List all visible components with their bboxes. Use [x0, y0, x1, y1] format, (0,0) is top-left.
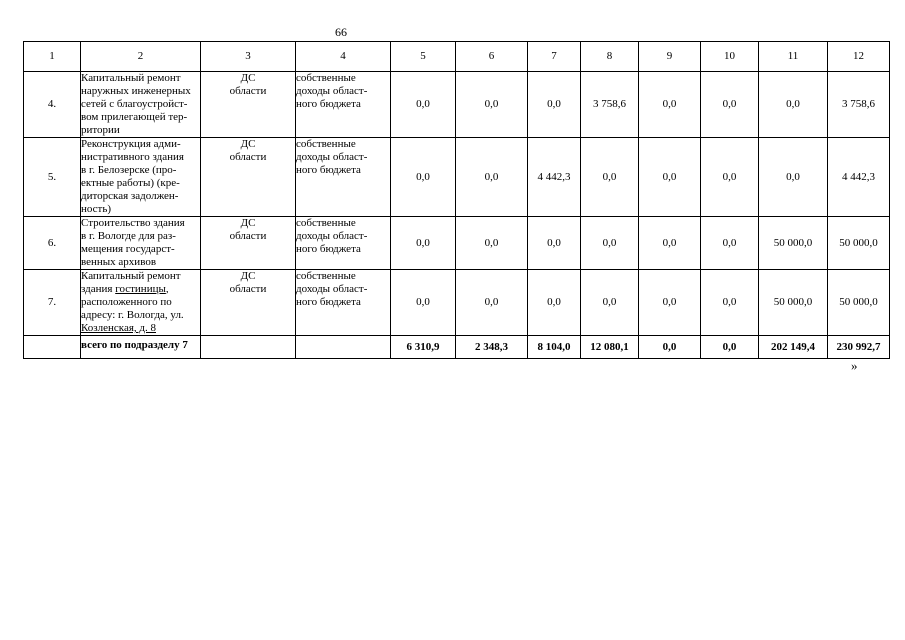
row-number-cell: 6.: [23, 216, 81, 270]
object-name-cell: Строительство здания в г. Вологде для ра…: [80, 216, 201, 270]
subtotal-value-cell: 8 104,0: [527, 335, 581, 359]
value-cell: 0,0: [758, 71, 828, 138]
value-cell: 0,0: [527, 269, 581, 336]
subtotal-value-cell: 0,0: [638, 335, 701, 359]
funding-source-cell: [295, 335, 391, 359]
col-header-cell: 10: [700, 41, 759, 72]
value-cell: 0,0: [758, 137, 828, 217]
col-header-cell: 5: [390, 41, 456, 72]
table-row-4: 4. Капитальный ремонт наружных инженерны…: [23, 71, 890, 138]
subtotal-value-cell: 2 348,3: [455, 335, 528, 359]
col-header-cell: 1: [23, 41, 81, 72]
object-name-cell: Капитальный ремонт здания гостиницы, рас…: [80, 269, 201, 336]
value-cell: 0,0: [455, 269, 528, 336]
subtotal-value-cell: 202 149,4: [758, 335, 828, 359]
value-cell: 0,0: [527, 216, 581, 270]
col-header-cell: 7: [527, 41, 581, 72]
value-cell: 0,0: [638, 137, 701, 217]
funding-source-cell: собственные доходы област- ного бюджета: [295, 137, 391, 217]
value-cell: 0,0: [700, 216, 759, 270]
row-number-cell: 4.: [23, 71, 81, 138]
value-cell: 0,0: [455, 216, 528, 270]
budget-table: 1 2 3 4 5 6 7 8 9 10 11 12 4. Капитальны…: [23, 41, 890, 359]
value-cell: 0,0: [700, 71, 759, 138]
subtotal-value-cell: 12 080,1: [580, 335, 639, 359]
executor-cell: [200, 335, 296, 359]
col-header-cell: 12: [827, 41, 890, 72]
row-number-cell: 5.: [23, 137, 81, 217]
value-cell: 0,0: [638, 216, 701, 270]
value-cell: 0,0: [638, 269, 701, 336]
col-header-cell: 3: [200, 41, 296, 72]
executor-cell: ДС области: [200, 137, 296, 217]
subtotal-value-cell: 0,0: [700, 335, 759, 359]
row-number-cell: 7.: [23, 269, 81, 336]
page-number: 66: [335, 25, 347, 39]
row-number-cell: [23, 335, 81, 359]
table-row-7: 7. Капитальный ремонт здания гостиницы, …: [23, 269, 890, 336]
value-cell: 50 000,0: [758, 269, 828, 336]
value-cell: 0,0: [580, 269, 639, 336]
value-cell: 0,0: [580, 216, 639, 270]
col-header-cell: 11: [758, 41, 828, 72]
object-name-cell: Капитальный ремонт наружных инженерных с…: [80, 71, 201, 138]
col-header-cell: 9: [638, 41, 701, 72]
value-cell: 3 758,6: [827, 71, 890, 138]
subtotal-value-cell: 6 310,9: [390, 335, 456, 359]
table-row-5: 5. Реконструкция адми- нистративного зда…: [23, 137, 890, 217]
value-cell: 0,0: [390, 216, 456, 270]
closing-quote-mark: »: [851, 358, 858, 373]
value-cell: 50 000,0: [758, 216, 828, 270]
object-name-cell: Реконструкция адми- нистративного здания…: [80, 137, 201, 217]
value-cell: 0,0: [390, 269, 456, 336]
executor-cell: ДС области: [200, 216, 296, 270]
col-header-cell: 6: [455, 41, 528, 72]
value-cell: 0,0: [390, 71, 456, 138]
value-cell: 4 442,3: [827, 137, 890, 217]
value-cell: 0,0: [455, 71, 528, 138]
value-cell: 0,0: [390, 137, 456, 217]
value-cell: 0,0: [527, 71, 581, 138]
table-row-6: 6. Строительство здания в г. Вологде для…: [23, 216, 890, 270]
executor-cell: ДС области: [200, 71, 296, 138]
executor-cell: ДС области: [200, 269, 296, 336]
table-header-row: 1 2 3 4 5 6 7 8 9 10 11 12: [23, 41, 890, 72]
funding-source-cell: собственные доходы област- ного бюджета: [295, 216, 391, 270]
subtotal-value-cell: 230 992,7: [827, 335, 890, 359]
value-cell: 0,0: [700, 269, 759, 336]
value-cell: 0,0: [700, 137, 759, 217]
value-cell: 3 758,6: [580, 71, 639, 138]
value-cell: 0,0: [638, 71, 701, 138]
subtotal-row: всего по подразделу 7 6 310,9 2 348,3 8 …: [23, 335, 890, 359]
value-cell: 4 442,3: [527, 137, 581, 217]
col-header-cell: 2: [80, 41, 201, 72]
funding-source-cell: собственные доходы област- ного бюджета: [295, 71, 391, 138]
col-header-cell: 4: [295, 41, 391, 72]
value-cell: 50 000,0: [827, 269, 890, 336]
subtotal-label-cell: всего по подразделу 7: [80, 335, 201, 359]
col-header-cell: 8: [580, 41, 639, 72]
value-cell: 0,0: [580, 137, 639, 217]
value-cell: 0,0: [455, 137, 528, 217]
value-cell: 50 000,0: [827, 216, 890, 270]
funding-source-cell: собственные доходы област- ного бюджета: [295, 269, 391, 336]
